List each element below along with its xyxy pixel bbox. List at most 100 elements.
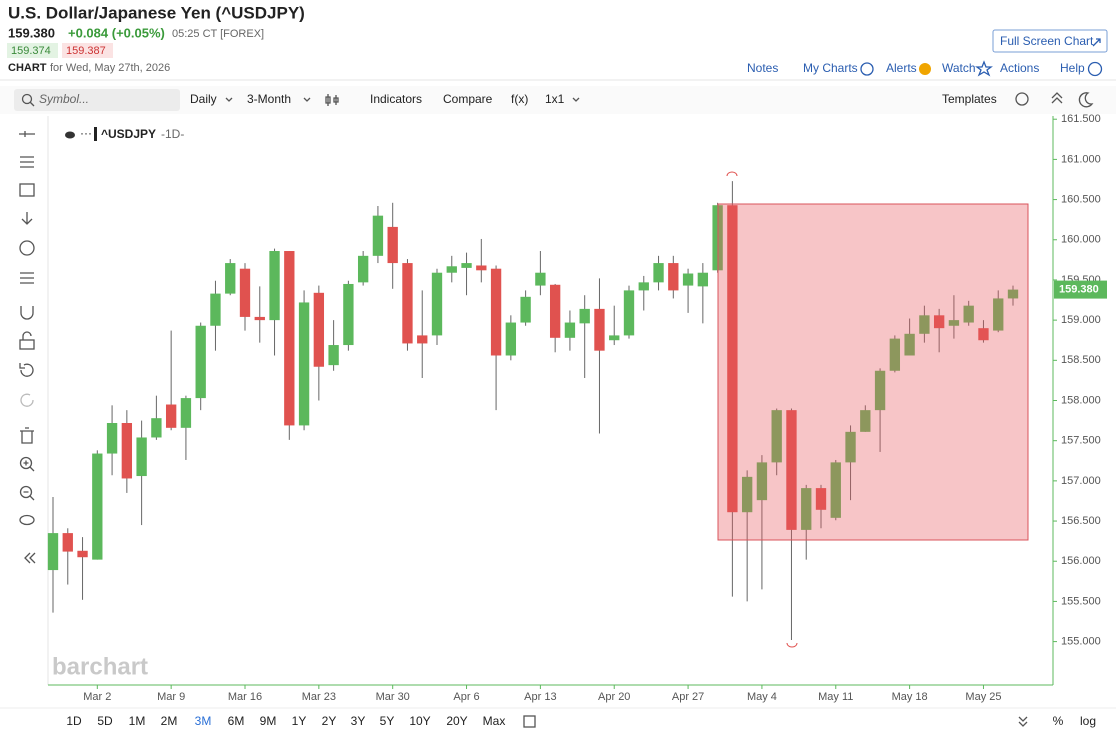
- header-link[interactable]: Alerts: [886, 61, 917, 75]
- x-tick-label: May 18: [892, 691, 928, 703]
- tool-icon[interactable]: [19, 131, 35, 137]
- header-link[interactable]: My Charts: [803, 61, 858, 75]
- symbol-search[interactable]: [14, 89, 180, 111]
- candle-body: [609, 335, 620, 341]
- x-tick-label: Apr 20: [598, 691, 630, 703]
- period-button[interactable]: Max: [483, 714, 506, 728]
- candle-body: [136, 437, 147, 477]
- legend-swatch: [94, 127, 97, 141]
- tool-icon[interactable]: [20, 156, 34, 168]
- period-button[interactable]: 2Y: [322, 714, 337, 728]
- tool-icon[interactable]: [20, 272, 34, 284]
- delete-icon[interactable]: [20, 427, 34, 444]
- period-button[interactable]: 9M: [260, 714, 277, 728]
- collapse-icon[interactable]: [1051, 92, 1063, 104]
- candle-body: [417, 335, 428, 344]
- candle-body: [889, 338, 901, 371]
- candle-body: [239, 268, 251, 317]
- header-link[interactable]: Actions: [1000, 61, 1039, 75]
- tool-icon[interactable]: [21, 212, 33, 225]
- zoom-in-icon[interactable]: [19, 456, 33, 470]
- x-tick-label: Apr 27: [672, 691, 704, 703]
- calendar-icon[interactable]: [523, 715, 536, 728]
- candle-body: [151, 418, 162, 438]
- candle-body: [1007, 289, 1019, 299]
- candle-body: [919, 315, 930, 334]
- toolbar-item[interactable]: 3-Month: [247, 92, 291, 106]
- period-button[interactable]: 1Y: [292, 714, 307, 728]
- full-screen-label[interactable]: Full Screen Chart: [1000, 34, 1094, 48]
- period-button[interactable]: 5D: [97, 714, 113, 728]
- chart-type-icon[interactable]: [325, 94, 339, 106]
- zoom-in-mark: [23, 460, 35, 472]
- redo-icon[interactable]: [20, 393, 34, 407]
- x-tick-label: May 11: [818, 691, 853, 703]
- toolbar-item[interactable]: f(x): [511, 92, 528, 106]
- candle-body: [860, 410, 871, 432]
- toolbar-item[interactable]: 1x1: [545, 92, 565, 106]
- watermark: barchart: [52, 653, 148, 680]
- chart: barchart ··· ^USDJPY -1D- 155.000 155.500…: [47, 113, 1107, 703]
- y-tick-label: 160.000: [1061, 234, 1101, 246]
- period-button[interactable]: 5Y: [380, 714, 395, 728]
- candle-body: [210, 293, 221, 326]
- y-tick-label: 161.500: [1061, 113, 1101, 125]
- undo-icon[interactable]: [19, 363, 34, 377]
- period-button[interactable]: 20Y: [446, 714, 467, 728]
- price-change: +0.084 (+0.05%): [68, 25, 165, 40]
- period-button[interactable]: 1M: [129, 714, 146, 728]
- theme-icon[interactable]: [1078, 92, 1094, 108]
- candle-body: [490, 268, 502, 356]
- header-link[interactable]: Help: [1060, 61, 1085, 75]
- period-button[interactable]: 6M: [228, 714, 245, 728]
- header-link[interactable]: Notes: [747, 61, 778, 75]
- candle-body: [697, 272, 709, 287]
- quote-time: 05:25 CT [FOREX]: [172, 28, 264, 40]
- help-icon: [1087, 61, 1103, 77]
- candle-body: [357, 255, 369, 283]
- page-title: U.S. Dollar/Japanese Yen (^USDJPY): [8, 3, 305, 22]
- scale-option[interactable]: %: [1053, 714, 1064, 728]
- legend-eye-icon[interactable]: [65, 131, 75, 139]
- candle-body: [549, 284, 561, 338]
- collapse-sidebar-icon[interactable]: [24, 552, 36, 564]
- axes: 155.000 155.500 156.000 156.500 157.000 157.5…: [83, 113, 1107, 703]
- templates-button[interactable]: Templates: [942, 92, 997, 106]
- visibility-icon[interactable]: [19, 514, 35, 526]
- zoom-out-icon[interactable]: [19, 485, 33, 499]
- period-button[interactable]: 10Y: [409, 714, 430, 728]
- candle-body: [328, 345, 339, 366]
- settings-icon[interactable]: [1015, 92, 1029, 106]
- period-button[interactable]: 2M: [161, 714, 178, 728]
- expand-icon[interactable]: [1018, 716, 1028, 727]
- candle-body: [180, 398, 192, 428]
- tool-icon[interactable]: [19, 183, 35, 197]
- candle-body: [874, 370, 886, 411]
- x-tick-label: Mar 16: [228, 691, 262, 703]
- period-button[interactable]: 3Y: [351, 714, 366, 728]
- legend-symbol: ^USDJPY: [101, 127, 156, 141]
- header-link[interactable]: Watch: [942, 61, 976, 75]
- candle-body: [195, 325, 206, 399]
- toolbar-item[interactable]: Compare: [443, 92, 493, 106]
- lock-icon[interactable]: [19, 339, 35, 350]
- toolbar-item[interactable]: Indicators: [370, 92, 422, 106]
- tool-icon[interactable]: [19, 240, 35, 256]
- period-button[interactable]: 3M: [195, 714, 212, 728]
- candle-body: [92, 453, 103, 560]
- full-screen-button[interactable]: [992, 29, 1108, 53]
- candle-body: [476, 265, 487, 271]
- drawn-rectangle[interactable]: [717, 203, 1029, 541]
- alerts-badge: [919, 63, 931, 75]
- scale-option[interactable]: log: [1080, 714, 1096, 728]
- toolbar-item[interactable]: Daily: [190, 92, 217, 106]
- candle-body: [564, 322, 576, 338]
- ask-price: 159.387: [66, 45, 106, 57]
- candle-body: [815, 488, 827, 510]
- y-tick-label: 156.000: [1061, 555, 1101, 567]
- y-tick-label: 157.500: [1061, 435, 1101, 447]
- x-tick-label: Mar 30: [376, 691, 410, 703]
- period-button[interactable]: 1D: [66, 714, 82, 728]
- magnet-icon[interactable]: [20, 306, 34, 320]
- y-tick-label: 155.000: [1061, 636, 1101, 648]
